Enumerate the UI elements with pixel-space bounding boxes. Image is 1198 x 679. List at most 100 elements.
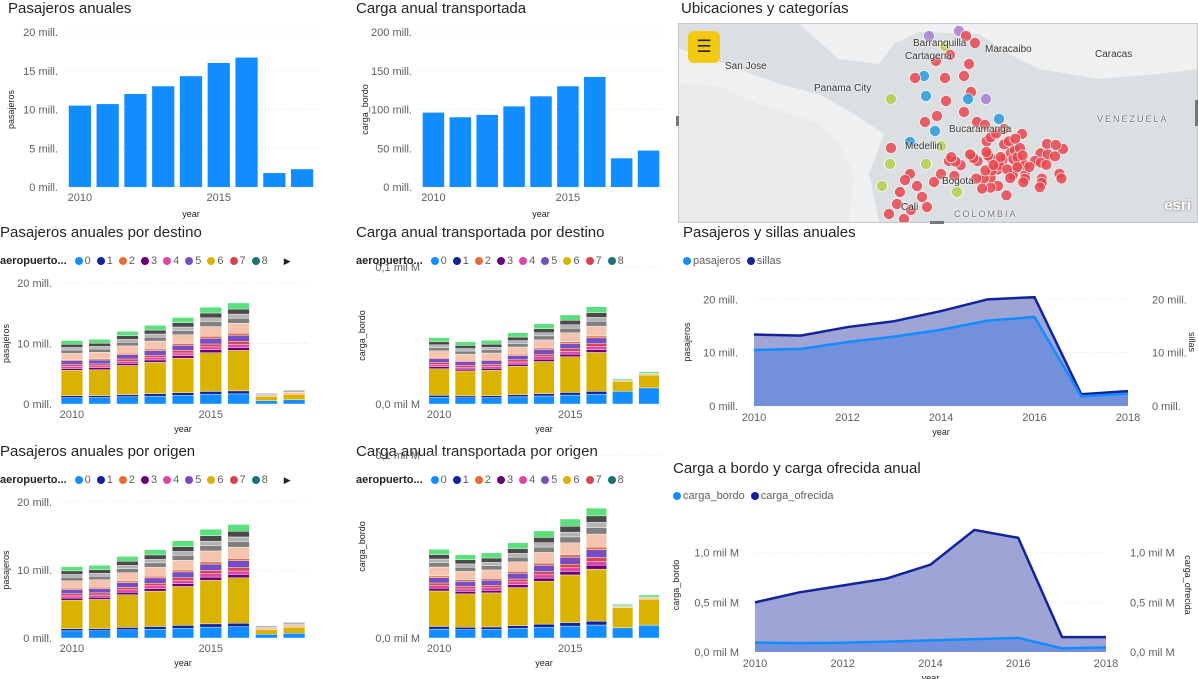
legend-item[interactable]: 1 xyxy=(96,474,113,486)
legend-item[interactable]: 0 xyxy=(430,474,447,486)
visual-carga-origen[interactable]: Carga anual transportada por origen aero… xyxy=(356,443,676,679)
legend-item[interactable]: 0 xyxy=(74,474,91,486)
legend-item[interactable]: carga_bordo xyxy=(673,490,745,502)
bar-segment xyxy=(481,368,502,371)
legend: aeropuerto... 0 1 2 3 4 5 6 7 8 ▶ xyxy=(0,255,291,267)
legend-item[interactable]: 3 xyxy=(497,474,513,486)
legend-item[interactable]: 6 xyxy=(207,255,224,267)
bar-segment xyxy=(428,558,450,563)
visual-title: Pasajeros anuales por destino xyxy=(0,224,202,241)
legend-dot xyxy=(452,257,461,265)
bar-segment xyxy=(454,368,476,372)
map-point xyxy=(976,182,988,195)
bar-segment xyxy=(144,355,167,358)
legend-label: 2 xyxy=(128,255,135,267)
area-chart[interactable]: 0,0 mil M 0,5 mil M 1,0 mil M 0,0 mil M 0,5 … xyxy=(671,508,1198,679)
bar-chart[interactable]: 0 mill. 5 mill. 10 mill. 15 mill. 20 mill. 20… xyxy=(6,22,338,222)
legend-item[interactable]: 5 xyxy=(541,474,557,486)
area-carga_ofrecida xyxy=(755,529,1106,652)
legend-item[interactable]: 5 xyxy=(185,255,201,267)
bar-segment xyxy=(88,339,111,344)
legend-item[interactable]: 6 xyxy=(563,474,580,486)
legend-item[interactable]: 7 xyxy=(585,255,602,267)
x-tick-label: 2015 xyxy=(199,643,223,655)
visual-mapa[interactable]: Ubicaciones y categorías xyxy=(678,0,1198,225)
map-point xyxy=(945,151,958,164)
visual-pasajeros-origen[interactable]: Pasajeros anuales por origen aeropuerto.… xyxy=(0,443,340,679)
legend-item[interactable]: 5 xyxy=(541,255,557,267)
legend-item[interactable]: 6 xyxy=(207,474,224,486)
menu-icon[interactable]: ☰ xyxy=(688,31,720,63)
bar-chart[interactable]: 0 mill. 50 mill. 100 mill. 150 mill. 200 mil… xyxy=(356,22,676,222)
bar-segment xyxy=(199,343,222,348)
legend-label: 2 xyxy=(128,474,135,486)
bar-segment xyxy=(533,537,555,543)
bar-segment xyxy=(507,396,529,405)
bar-segment xyxy=(481,347,502,351)
visual-carga-anual[interactable]: Carga anual transportada 0 mill. 50 mill.… xyxy=(356,0,676,222)
legend-item[interactable]: 1 xyxy=(96,255,113,267)
legend-item[interactable]: 1 xyxy=(452,255,469,267)
legend-next-arrow-icon[interactable]: ▶ xyxy=(283,474,291,485)
legend-item[interactable]: 3 xyxy=(141,474,157,486)
visual-carga-destino[interactable]: Carga anual transportada por destino aer… xyxy=(356,224,676,442)
resize-handle[interactable] xyxy=(676,116,679,126)
legend-item[interactable]: 8 xyxy=(607,255,624,267)
legend-dot xyxy=(141,257,149,265)
visual-title: Carga a bordo y carga ofrecida anual xyxy=(673,460,921,477)
bar-segment xyxy=(199,561,222,565)
resize-handle[interactable] xyxy=(1195,100,1198,126)
visual-pasajeros-destino[interactable]: Pasajeros anuales por destino aeropuerto… xyxy=(0,224,340,442)
bar-segment xyxy=(533,332,555,337)
area-carga_bordo xyxy=(755,637,1106,652)
legend-item[interactable]: 4 xyxy=(163,255,179,267)
legend-item[interactable]: pasajeros xyxy=(683,255,741,267)
legend-next-arrow-icon[interactable]: ▶ xyxy=(283,255,291,266)
y-tick-label: 150 mill. xyxy=(371,66,412,78)
legend-item[interactable]: 8 xyxy=(251,255,268,267)
area-chart[interactable]: 0 mill. 10 mill. 20 mill. 0 mill. 10 mill. 20… xyxy=(682,274,1198,444)
bar-segment xyxy=(116,592,139,595)
map-point xyxy=(931,110,943,122)
bar-segment xyxy=(144,325,167,331)
resize-handle[interactable] xyxy=(930,221,944,224)
stacked-bar-chart[interactable]: 0 mill. 10 mill. 20 mill. 2010 2015 year pasaj… xyxy=(0,274,340,444)
legend-item[interactable]: 6 xyxy=(563,255,580,267)
bar-segment xyxy=(559,353,581,358)
legend-item[interactable]: 2 xyxy=(474,474,491,486)
legend-item[interactable]: 0 xyxy=(74,255,91,267)
legend-dot xyxy=(74,476,83,484)
legend-item[interactable]: 1 xyxy=(452,474,469,486)
bar-segment xyxy=(144,340,167,350)
visual-carga-bordo-ofrecida[interactable]: Carga a bordo y carga ofrecida anual car… xyxy=(671,460,1198,679)
legend-item[interactable]: 2 xyxy=(474,255,491,267)
legend-item[interactable]: 8 xyxy=(607,474,624,486)
legend-item[interactable]: 4 xyxy=(163,474,179,486)
legend-item[interactable]: 7 xyxy=(229,474,246,486)
bar-segment xyxy=(171,571,195,578)
stacked-bar-chart[interactable]: 0 mill. 10 mill. 20 mill. 2010 2015 year pasaj… xyxy=(0,493,340,673)
legend-item[interactable]: 2 xyxy=(118,474,135,486)
legend-label: 3 xyxy=(151,255,158,267)
legend-item[interactable]: 0 xyxy=(430,255,447,267)
map-canvas[interactable]: ☰ Barranquilla Cartagena Maracaibo Carac… xyxy=(678,23,1198,223)
bar-segment xyxy=(533,335,555,341)
bar-segment xyxy=(171,569,195,573)
visual-pasajeros-anuales[interactable]: Pasajeros anuales 0 mill. 5 mill. 10 mill.… xyxy=(6,0,338,222)
legend-item[interactable]: 5 xyxy=(185,474,201,486)
legend-item[interactable]: 4 xyxy=(519,474,535,486)
visual-pasajeros-sillas[interactable]: Pasajeros y sillas anuales pasajeros sil… xyxy=(682,224,1198,444)
legend-item[interactable]: 2 xyxy=(118,255,135,267)
legend-item[interactable]: 4 xyxy=(519,255,535,267)
map-layer[interactable] xyxy=(679,24,1197,222)
bar-segment xyxy=(507,581,529,585)
legend-item[interactable]: 3 xyxy=(497,255,513,267)
legend-item[interactable]: 8 xyxy=(251,474,268,486)
legend-item[interactable]: 7 xyxy=(229,255,246,267)
legend-item[interactable]: sillas xyxy=(746,255,781,267)
legend-item[interactable]: 3 xyxy=(141,255,157,267)
legend-item[interactable]: carga_ofrecida xyxy=(750,490,834,502)
legend-item[interactable]: 7 xyxy=(585,474,602,486)
